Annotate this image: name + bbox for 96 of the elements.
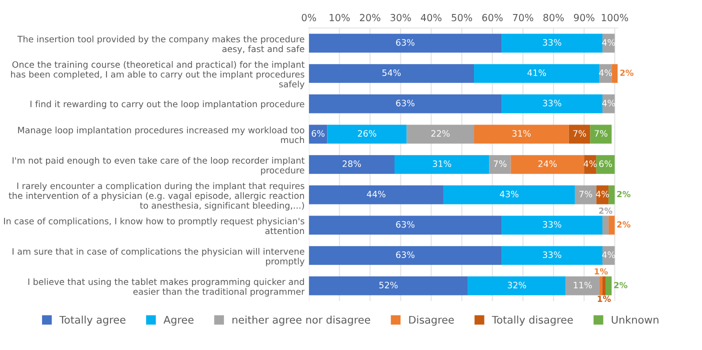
bar xyxy=(502,94,602,114)
bar xyxy=(602,216,609,235)
bar xyxy=(566,276,600,296)
data-label: 1% xyxy=(598,296,611,302)
x-tick-label: 80% xyxy=(543,14,564,22)
bar xyxy=(502,34,602,53)
x-tick-label: 90% xyxy=(574,14,594,22)
legend-label: Disagree xyxy=(409,316,454,326)
bar xyxy=(608,185,615,204)
data-label: 44% xyxy=(366,190,386,198)
bar xyxy=(584,155,596,174)
y-tick-label: I find it rewarding to carry out the loop implantation procedure xyxy=(30,100,304,109)
x-tick-label: 0% xyxy=(302,14,316,22)
data-label: 24% xyxy=(538,160,557,168)
y-tick-label: I rarely encounter a complication during the implant that requires the intervention of a physician (e.g. vagal episode, allergic reaction to anesthesia, significant bleeding,...) xyxy=(8,182,304,210)
y-tick-label: I am sure that in case of complications the physician will intervene promptly xyxy=(12,248,304,266)
bar xyxy=(602,276,606,296)
data-label: 31% xyxy=(512,130,531,137)
data-label: 63% xyxy=(396,251,414,258)
data-label: 33% xyxy=(542,221,562,228)
data-label: 2% xyxy=(620,70,634,76)
bar xyxy=(474,64,600,83)
bar xyxy=(608,216,615,235)
data-label: 22% xyxy=(431,130,450,137)
data-label: 2% xyxy=(617,221,630,228)
x-tick-label: 20% xyxy=(360,14,380,22)
bar xyxy=(612,64,618,83)
y-tick-label: Once the training course (theoretical and practical) for the implant has been completed, I am able to carry out the implant procedures safely xyxy=(11,61,305,90)
bar xyxy=(489,155,511,174)
legend-label: Totally agree xyxy=(59,316,126,326)
bar xyxy=(468,276,566,296)
data-label: 2% xyxy=(599,208,612,214)
x-tick-label: 10% xyxy=(330,14,350,22)
y-tick-label: Manage loop implantation procedures increased my workload too much xyxy=(18,126,304,144)
bar xyxy=(308,185,444,204)
data-label: 33% xyxy=(542,251,562,258)
data-label: 28% xyxy=(342,160,361,168)
bar xyxy=(308,34,502,53)
bar xyxy=(474,124,569,144)
data-label: 43% xyxy=(500,190,518,198)
bar xyxy=(443,185,575,204)
data-label: 2% xyxy=(614,282,628,288)
bar xyxy=(308,94,502,114)
data-label: 7% xyxy=(579,190,592,198)
data-label: 4% xyxy=(596,190,609,198)
data-label: 32% xyxy=(508,282,526,288)
bar xyxy=(590,124,612,144)
data-label: 6% xyxy=(312,130,325,137)
data-label: 7% xyxy=(573,130,586,137)
bar xyxy=(510,155,584,174)
legend-label: Totally disagree xyxy=(492,316,573,326)
x-tick-label: 40% xyxy=(420,14,442,22)
y-tick-label: In case of complications, I know how to promptly request physician's attention xyxy=(4,218,304,234)
x-tick-label: 70% xyxy=(512,14,534,22)
data-label: 54% xyxy=(382,69,401,76)
data-label: 11% xyxy=(574,282,592,288)
x-tick-label: 100% xyxy=(602,14,628,22)
legend-label: neither agree nor disagree xyxy=(232,316,370,326)
x-tick-label: 30% xyxy=(390,14,411,22)
data-label: 26% xyxy=(358,130,376,137)
data-label: 7% xyxy=(594,130,608,137)
bar xyxy=(308,216,502,235)
data-label: 7% xyxy=(494,160,506,168)
data-label: 33% xyxy=(542,100,562,106)
x-tick-label: 60% xyxy=(482,14,503,22)
data-label: 63% xyxy=(396,100,414,106)
y-tick-label: I believe that using the tablet makes programming quicker and easier than the traditional programmer xyxy=(28,278,305,297)
bar xyxy=(308,246,502,265)
legend-label: Agree xyxy=(164,316,194,326)
bar xyxy=(568,124,590,144)
y-tick-label: I'm not paid enough to even take care of the loop recorder implant procedure xyxy=(12,156,305,176)
data-label: 31% xyxy=(432,160,452,168)
bar xyxy=(599,276,602,296)
bar xyxy=(596,155,615,174)
legend-label: Unknown xyxy=(612,316,658,324)
x-tick-label: 50% xyxy=(452,14,472,22)
bar xyxy=(308,155,395,174)
data-label: 4% xyxy=(584,160,597,168)
data-label: 52% xyxy=(379,282,398,288)
bar xyxy=(308,276,468,296)
data-label: 6% xyxy=(599,160,612,168)
bar xyxy=(502,216,602,235)
data-label: 63% xyxy=(396,221,414,228)
data-label: 41% xyxy=(527,69,546,76)
y-tick-label: The insertion tool provided by the company makes the procedure aesy, fast and safe xyxy=(17,36,304,54)
bar xyxy=(308,64,474,83)
bar xyxy=(606,276,612,296)
bar xyxy=(574,185,596,204)
bar xyxy=(394,155,490,174)
data-label: 1% xyxy=(594,268,608,275)
bar xyxy=(502,246,602,265)
data-label: 33% xyxy=(542,39,562,46)
data-label: 2% xyxy=(617,190,630,198)
data-label: 63% xyxy=(396,39,414,46)
bar xyxy=(406,124,474,144)
bar xyxy=(327,124,407,144)
